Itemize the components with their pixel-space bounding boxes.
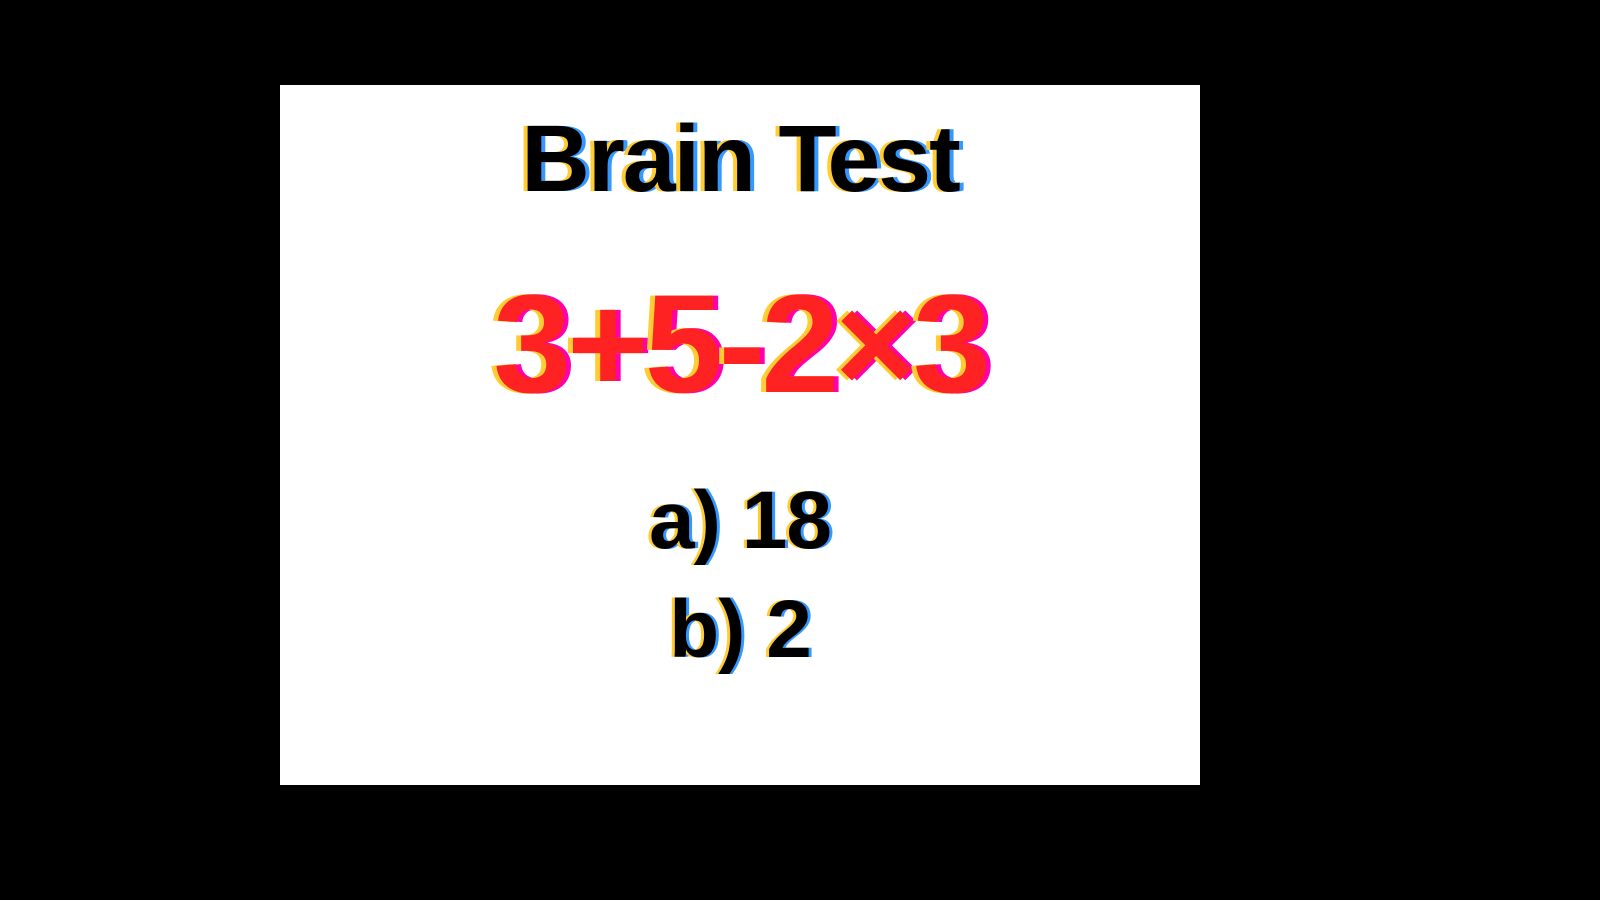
- option-b: b) 2: [669, 583, 811, 677]
- quiz-card: Brain Test 3+5-2×3 a) 18 b) 2: [280, 85, 1200, 785]
- math-expression: 3+5-2×3: [493, 274, 987, 414]
- quiz-title: Brain Test: [521, 105, 959, 214]
- option-a: a) 18: [649, 474, 831, 568]
